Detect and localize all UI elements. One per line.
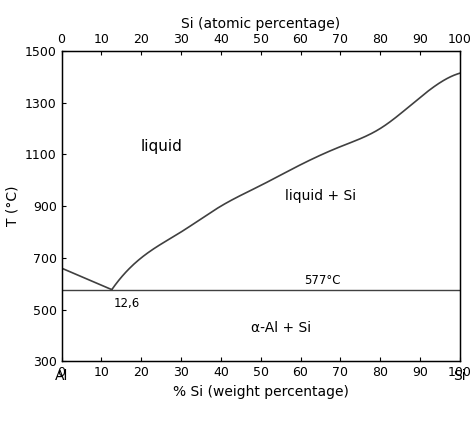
Text: 12,6: 12,6	[114, 297, 140, 310]
Text: α-Al + Si: α-Al + Si	[251, 320, 310, 334]
X-axis label: % Si (weight percentage): % Si (weight percentage)	[173, 385, 349, 399]
Text: Al: Al	[55, 369, 68, 383]
Y-axis label: T (°C): T (°C)	[5, 186, 19, 227]
Text: liquid: liquid	[140, 139, 182, 154]
Text: Si: Si	[454, 369, 466, 383]
Text: 577°C: 577°C	[304, 274, 341, 287]
X-axis label: Si (atomic percentage): Si (atomic percentage)	[181, 17, 340, 31]
Text: liquid + Si: liquid + Si	[285, 189, 356, 203]
